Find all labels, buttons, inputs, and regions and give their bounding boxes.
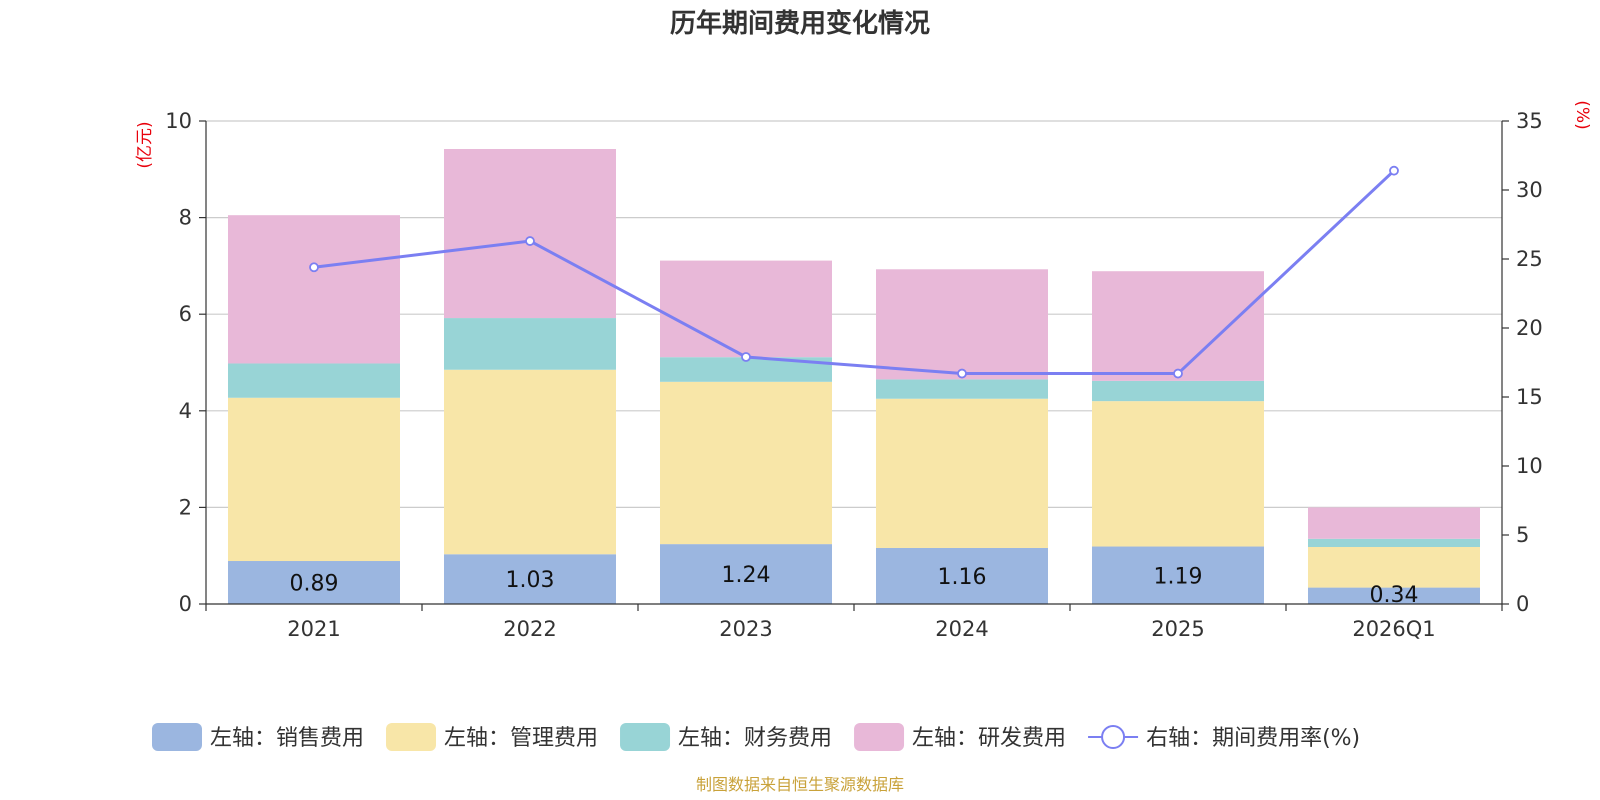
x-tick-label: 2026Q1 [1352,617,1435,641]
line-point [1173,368,1183,379]
left-tick-label: 0 [179,592,192,616]
legend-label: 左轴：财务费用 [678,726,832,751]
x-tick-label: 2021 [287,617,340,641]
line-point [525,236,535,246]
right-tick-label: 15 [1516,385,1543,409]
bar-label: 1.24 [722,563,771,588]
legend-swatch-3 [620,723,671,751]
bar-1 [876,547,1048,604]
bar-3 [1308,538,1480,548]
right-tick-label: 25 [1516,247,1543,271]
right-tick-label: 35 [1516,109,1543,133]
chart-title: 历年期间费用变化情况 [670,8,930,39]
x-tick-label: 2022 [503,617,556,641]
bar-4 [660,260,832,358]
bar-3 [444,318,616,370]
bar-4 [1092,271,1264,381]
right-tick-label: 30 [1516,178,1543,202]
right-tick-label: 10 [1516,454,1543,478]
bar-label: 1.19 [1154,564,1203,589]
legend: 左轴：销售费用 左轴：管理费用 左轴：财务费用 左轴：研发费用 右轴：期间费用率(%) [152,723,1360,751]
right-tick-label: 5 [1516,523,1529,547]
line-point [957,368,967,379]
x-tick-label: 2024 [935,617,988,641]
legend-swatch-2 [386,723,437,751]
line-point [1389,165,1399,176]
bar-3 [876,379,1048,399]
bar-3 [228,363,400,398]
left-tick-label: 8 [179,206,192,230]
bar-4 [444,149,616,319]
bar-label: 0.89 [290,572,339,597]
x-tick-label: 2025 [1151,617,1204,641]
x-tick-label: 2023 [719,617,772,641]
bar-2 [1308,547,1480,588]
bar-label: 1.03 [506,568,555,593]
bar-2 [876,398,1048,548]
source-note: 制图数据来自恒生聚源数据库 [696,775,904,794]
left-tick-label: 4 [179,399,192,423]
left-tick-label: 10 [165,109,192,133]
legend-label: 左轴：管理费用 [444,726,598,751]
legend-line-marker [1101,725,1126,749]
legend-swatch-4 [854,723,905,751]
rate-line-path [313,169,1396,376]
legend-label: 左轴：研发费用 [912,726,1066,751]
bar-1 [228,561,400,604]
left-tick-label: 6 [179,302,192,326]
bar-label: 1.16 [938,565,987,590]
bar-1 [444,554,616,604]
bar-1 [1092,546,1264,604]
bar-2 [228,397,400,562]
legend-label: 右轴：期间费用率(%) [1146,726,1360,751]
right-axis-unit: (%) [1572,100,1592,129]
right-tick-label: 20 [1516,316,1543,340]
right-tick-label: 0 [1516,592,1529,616]
bar-2 [1092,401,1264,547]
bars [228,149,1480,604]
bar-4 [1308,507,1480,539]
bar-3 [1092,380,1264,402]
line-point [309,262,319,273]
bar-4 [876,269,1048,380]
bar-4 [228,215,400,364]
left-tick-label: 2 [179,495,192,519]
left-axis-unit: (亿元) [135,121,155,168]
legend-swatch-1 [152,723,202,751]
bar-1 [660,544,832,604]
line-point [741,352,751,362]
gridlines [206,120,1502,508]
bar-1 [1308,587,1480,604]
legend-label: 左轴：销售费用 [210,726,364,751]
rate-line [309,165,1399,379]
bar-2 [444,369,616,555]
bar-2 [660,381,832,545]
